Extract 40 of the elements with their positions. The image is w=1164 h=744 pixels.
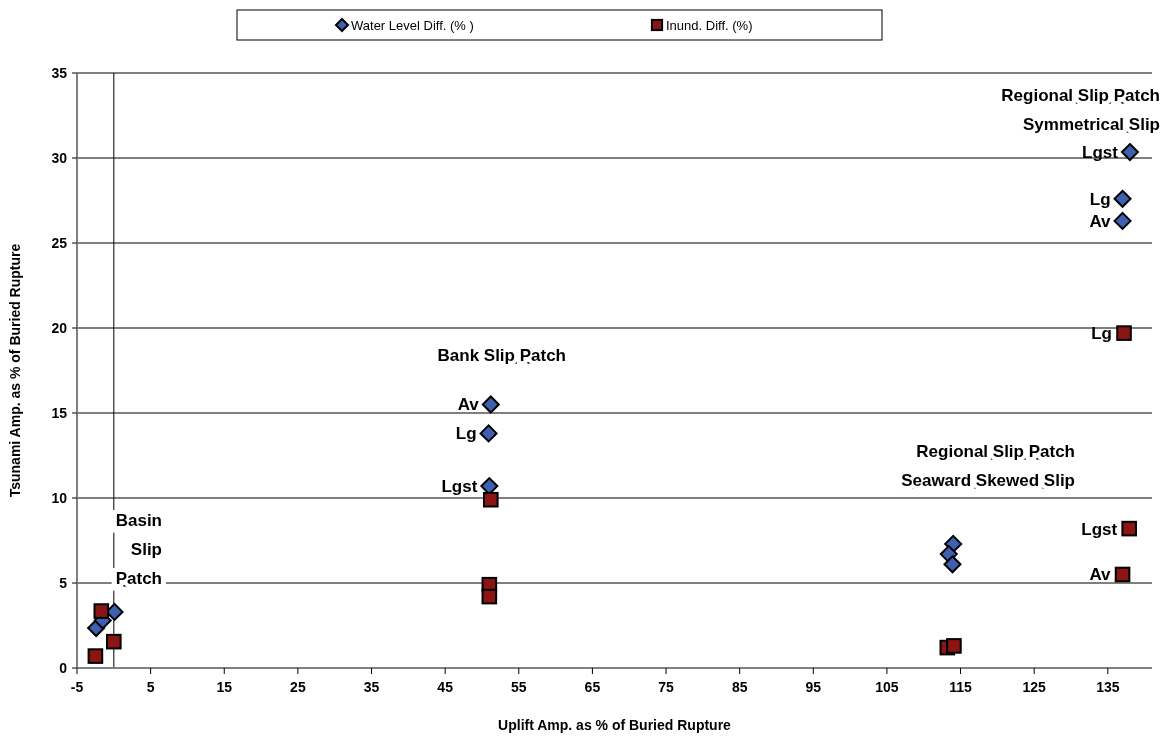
y-tick-label: 20: [51, 319, 68, 336]
annotation: Av: [1089, 565, 1112, 585]
y-tick-label: 0: [59, 659, 68, 676]
annotation: Regional Slip Patch Seaward Skewed Slip: [901, 441, 1075, 490]
legend-label: Inund. Diff. (%): [666, 17, 753, 33]
x-tick-label: 25: [290, 679, 306, 695]
x-tick-label: 85: [731, 679, 748, 695]
x-tick-label: 125: [1022, 679, 1047, 695]
annotation: Bank Slip Patch: [437, 345, 566, 365]
annotation: Lg: [1089, 189, 1111, 209]
y-tick-label: 25: [51, 234, 68, 251]
annotation: Av: [457, 395, 480, 415]
x-tick-label: 5: [146, 679, 155, 695]
x-tick-label: 95: [805, 679, 822, 695]
x-tick-label: 15: [216, 679, 233, 695]
x-tick-label: 55: [510, 679, 527, 695]
annotation: Lg: [455, 424, 477, 444]
legend-label: Water Level Diff. (% ): [351, 17, 474, 33]
annotation: Lgst: [441, 477, 478, 497]
annotation: Basin Slip Patch: [115, 510, 162, 588]
y-tick-label: 15: [51, 404, 68, 421]
annotation: Lgst: [1082, 143, 1119, 162]
x-tick-label: 35: [363, 679, 380, 695]
y-tick-label: 35: [51, 64, 68, 81]
y-tick-label: 5: [59, 574, 68, 591]
annotation: Av: [1089, 211, 1112, 231]
annotation: Regional Slip Patch Symmetrical Slip: [1001, 85, 1160, 134]
x-tick-label: 115: [949, 679, 973, 695]
x-tick-label: 65: [584, 679, 601, 695]
x-tick-label: -5: [70, 679, 84, 695]
y-axis-title: Tsunami Amp. as % of Buried Rupture: [7, 243, 23, 498]
x-axis-title: Uplift Amp. as % of Buried Rupture: [498, 717, 732, 733]
annotation: Lgst: [1081, 519, 1118, 539]
x-tick-label: 45: [437, 679, 454, 695]
x-tick-label: 105: [875, 679, 899, 695]
y-tick-label: 10: [51, 489, 68, 506]
y-tick-label: 30: [51, 149, 68, 166]
x-tick-label: 135: [1096, 679, 1120, 695]
x-tick-label: 75: [658, 679, 675, 695]
annotation: Lg: [1091, 324, 1113, 344]
